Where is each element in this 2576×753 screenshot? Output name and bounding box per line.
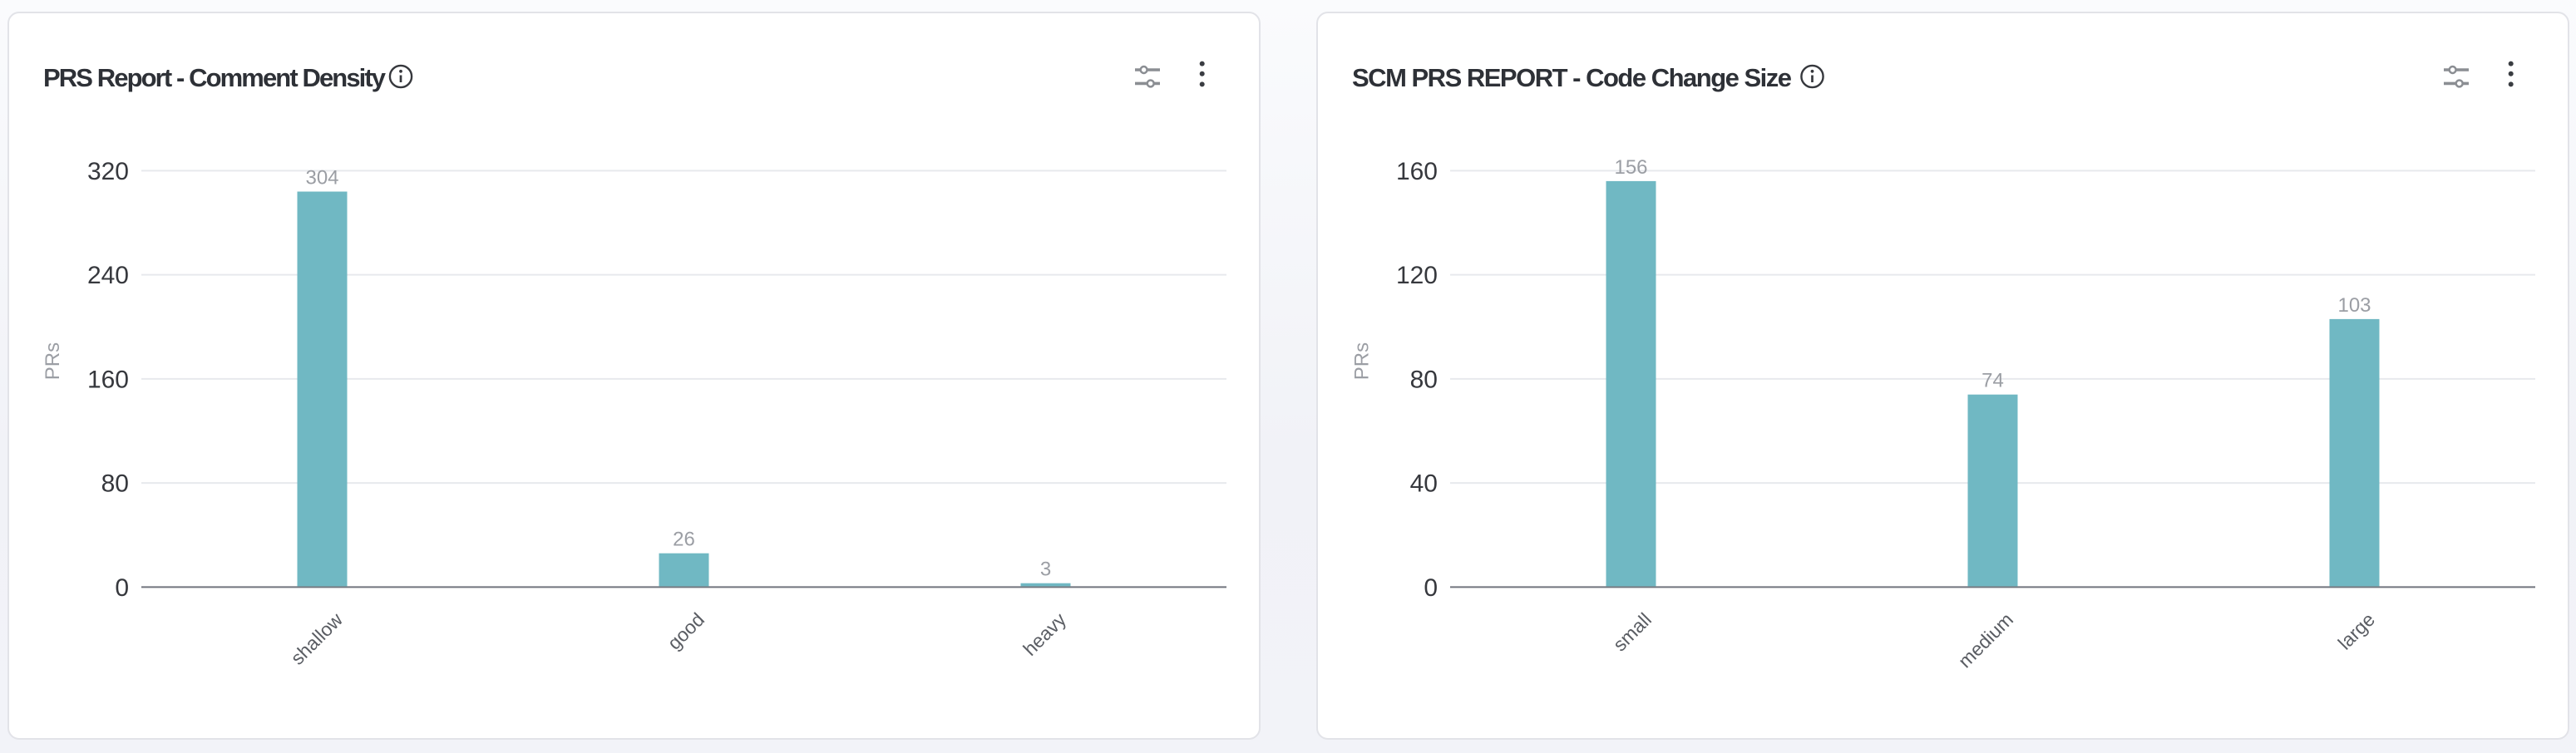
svg-text:0: 0 [115, 574, 129, 602]
svg-text:PRs: PRs [42, 342, 64, 380]
svg-text:320: 320 [87, 158, 129, 185]
svg-text:PRs: PRs [1351, 342, 1374, 380]
svg-text:304: 304 [305, 167, 338, 189]
svg-text:160: 160 [1396, 158, 1438, 185]
svg-text:103: 103 [2337, 294, 2371, 317]
svg-text:80: 80 [101, 470, 129, 498]
svg-text:SCM PRS REPORT - Code Change S: SCM PRS REPORT - Code Change Size [1352, 63, 1792, 92]
svg-text:240: 240 [87, 262, 129, 289]
svg-text:26: 26 [673, 529, 695, 551]
svg-text:0: 0 [1424, 574, 1438, 602]
svg-text:74: 74 [1981, 370, 2004, 392]
svg-text:160: 160 [87, 366, 129, 393]
svg-text:156: 156 [1614, 156, 1647, 179]
svg-text:120: 120 [1396, 262, 1438, 289]
svg-text:80: 80 [1410, 366, 1438, 393]
svg-text:PRS Report - Comment Density: PRS Report - Comment Density [43, 63, 387, 92]
svg-text:40: 40 [1410, 470, 1438, 498]
svg-text:3: 3 [1040, 559, 1051, 581]
